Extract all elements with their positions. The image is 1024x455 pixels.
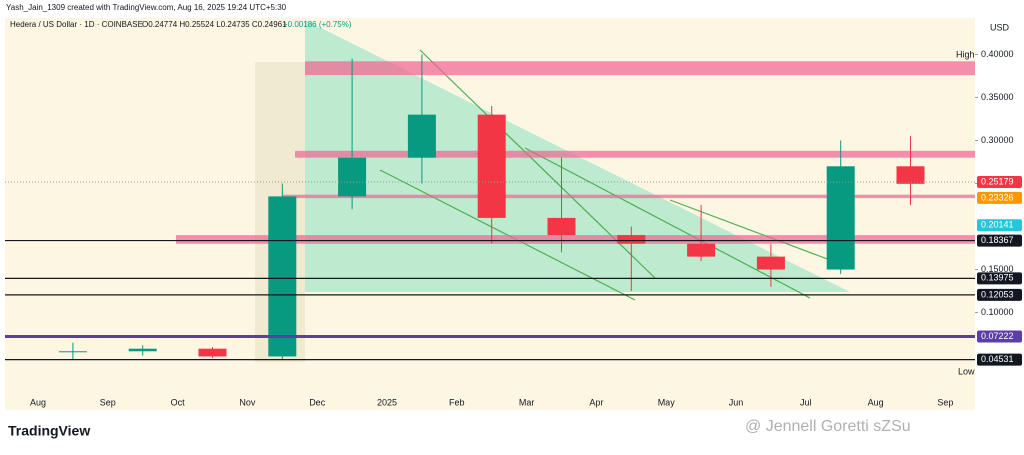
candle-body — [268, 196, 297, 357]
candle-body — [407, 114, 436, 158]
candle-body — [547, 217, 576, 236]
level-label: 0.12053 — [981, 289, 1014, 299]
price-zone — [305, 61, 975, 76]
candle-body — [896, 166, 925, 184]
change: +0.00186 (+0.75%) — [283, 20, 352, 29]
high-label: High — [956, 49, 975, 59]
level-label: 0.07222 — [981, 331, 1014, 341]
x-tick-label: May — [658, 397, 676, 407]
level-label-bg — [977, 288, 1022, 301]
y-tick-label: 0.30000 — [981, 135, 1014, 145]
watermark: @ Jennell Goretti sZSu — [745, 418, 911, 435]
x-tick-label: Mar — [519, 397, 535, 407]
candle-body — [338, 157, 367, 197]
x-tick-label: Apr — [589, 397, 603, 407]
x-tick-label: 2025 — [377, 397, 397, 407]
price-zone — [295, 150, 975, 158]
level-label-bg — [977, 234, 1022, 247]
x-tick-label: Nov — [239, 397, 256, 407]
candle-body — [687, 243, 716, 257]
candle-body — [198, 348, 227, 357]
level-label: 0.23326 — [981, 192, 1014, 202]
symbol: Hedera / US Dollar · 1D · COINBASE — [10, 20, 143, 29]
level-label: 0.13975 — [981, 273, 1014, 283]
candle-body — [128, 348, 157, 352]
level-label-bg — [977, 191, 1022, 204]
level-label: 0.18367 — [981, 235, 1014, 245]
brand: TradingView — [8, 423, 90, 439]
y-tick-label: 0.10000 — [981, 307, 1014, 317]
candle-body — [617, 235, 646, 244]
currency: USD — [990, 22, 1010, 32]
ohlc: O0.24774 H0.25524 L0.24735 C0.24961 — [142, 20, 287, 29]
price-zone — [176, 235, 975, 244]
x-tick-label: Aug — [30, 397, 46, 407]
credit: Yash_Jain_1309 created with TradingView.… — [6, 3, 287, 12]
x-tick-label: Jul — [800, 397, 812, 407]
trend-line — [669, 199, 831, 261]
candle-body — [58, 351, 87, 353]
level-label-bg — [977, 219, 1022, 232]
candle-body — [477, 114, 506, 218]
x-tick-label: Aug — [868, 397, 884, 407]
candle-body — [756, 256, 785, 270]
x-tick-label: Dec — [309, 397, 326, 407]
level-label: 0.20141 — [981, 220, 1014, 230]
y-tick-label: 0.35000 — [981, 92, 1014, 102]
y-tick-label: 0.40000 — [981, 49, 1014, 59]
x-tick-label: Oct — [171, 397, 186, 407]
level-label-bg — [977, 353, 1022, 366]
y-tick-label: 0.15000 — [981, 264, 1014, 274]
candle-body — [826, 166, 855, 270]
price-axis — [975, 18, 1024, 410]
level-label-bg — [977, 175, 1022, 188]
level-label-bg — [977, 272, 1022, 285]
trend-line — [524, 147, 811, 299]
level-label: 0.25179 — [981, 176, 1014, 186]
level-label-bg — [977, 330, 1022, 343]
low-label: Low — [958, 366, 975, 376]
x-tick-label: Sep — [937, 397, 953, 407]
price-zone — [282, 194, 975, 199]
x-tick-label: Feb — [449, 397, 465, 407]
x-tick-label: Jun — [729, 397, 744, 407]
x-tick-label: Sep — [100, 397, 116, 407]
level-label: 0.04531 — [981, 354, 1014, 364]
